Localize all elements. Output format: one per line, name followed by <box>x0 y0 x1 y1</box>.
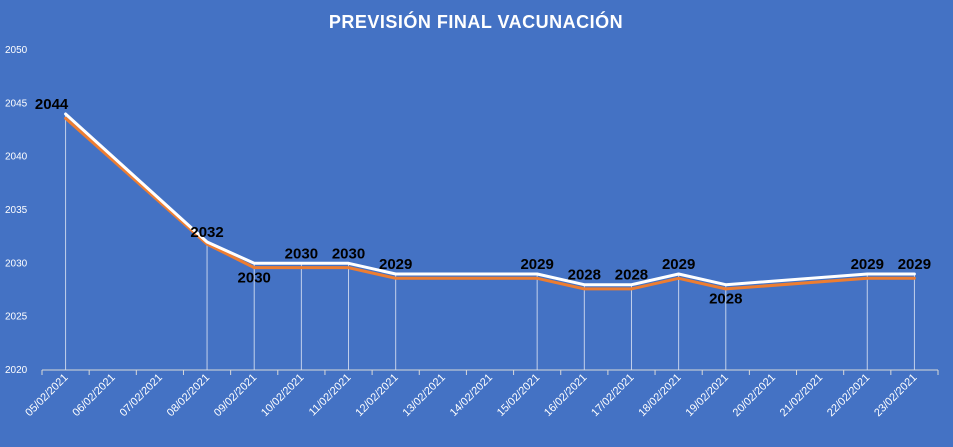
x-tick-label: 12/02/2021 <box>353 372 400 419</box>
x-tick-label: 15/02/2021 <box>495 372 542 419</box>
y-tick-label: 2020 <box>5 365 28 376</box>
x-tick-label: 22/02/2021 <box>825 372 872 419</box>
data-label: 2029 <box>898 256 931 273</box>
data-label: 2032 <box>190 224 223 241</box>
x-tick-label: 19/02/2021 <box>683 372 730 419</box>
data-label: 2030 <box>285 245 318 262</box>
data-label: 2029 <box>379 256 412 273</box>
series-lines <box>64 112 916 291</box>
data-labels: 2044 2032 2030 2030 2030 2029 2029 2028 2028 2029… <box>35 96 931 308</box>
x-tick-label: 16/02/2021 <box>542 372 589 419</box>
y-tick-label: 2050 <box>5 45 28 56</box>
x-tick-label: 08/02/2021 <box>165 372 212 419</box>
x-tick-label: 17/02/2021 <box>589 372 636 419</box>
series-line <box>64 112 916 287</box>
x-tick-label: 10/02/2021 <box>259 372 306 419</box>
x-tick-label: 07/02/2021 <box>118 372 165 419</box>
x-tick-label: 05/02/2021 <box>23 372 70 419</box>
x-tick-label: 23/02/2021 <box>872 372 919 419</box>
x-tick-label: 13/02/2021 <box>401 372 448 419</box>
y-tick-label: 2040 <box>5 152 28 163</box>
series-line <box>64 116 916 291</box>
data-label: 2030 <box>238 269 271 286</box>
data-label: 2029 <box>520 256 553 273</box>
data-label: 2029 <box>662 256 695 273</box>
x-axis: 05/02/2021 06/02/2021 07/02/2021 08/02/2021… <box>23 369 939 419</box>
data-label: 2029 <box>851 256 884 273</box>
x-tick-label: 18/02/2021 <box>636 372 683 419</box>
data-label: 2044 <box>35 96 69 113</box>
y-tick-label: 2025 <box>5 312 28 323</box>
y-tick-label: 2030 <box>5 258 28 269</box>
y-axis: 2020 2025 2030 2035 2040 2045 2050 <box>5 45 28 376</box>
data-label: 2030 <box>332 245 365 262</box>
drop-lines <box>65 114 915 370</box>
y-tick-label: 2035 <box>5 205 28 216</box>
data-label: 2028 <box>709 291 742 308</box>
y-tick-label: 2045 <box>5 98 28 109</box>
data-label: 2028 <box>568 267 601 284</box>
x-tick-label: 06/02/2021 <box>70 372 117 419</box>
x-tick-label: 14/02/2021 <box>448 372 495 419</box>
x-tick-label: 21/02/2021 <box>778 372 825 419</box>
chart-title: PREVISIÓN FINAL VACUNACIÓN <box>329 11 623 32</box>
x-tick-label: 20/02/2021 <box>731 372 778 419</box>
x-tick-label: 11/02/2021 <box>307 372 354 419</box>
x-tick-label: 09/02/2021 <box>212 372 259 419</box>
data-label: 2028 <box>615 267 648 284</box>
